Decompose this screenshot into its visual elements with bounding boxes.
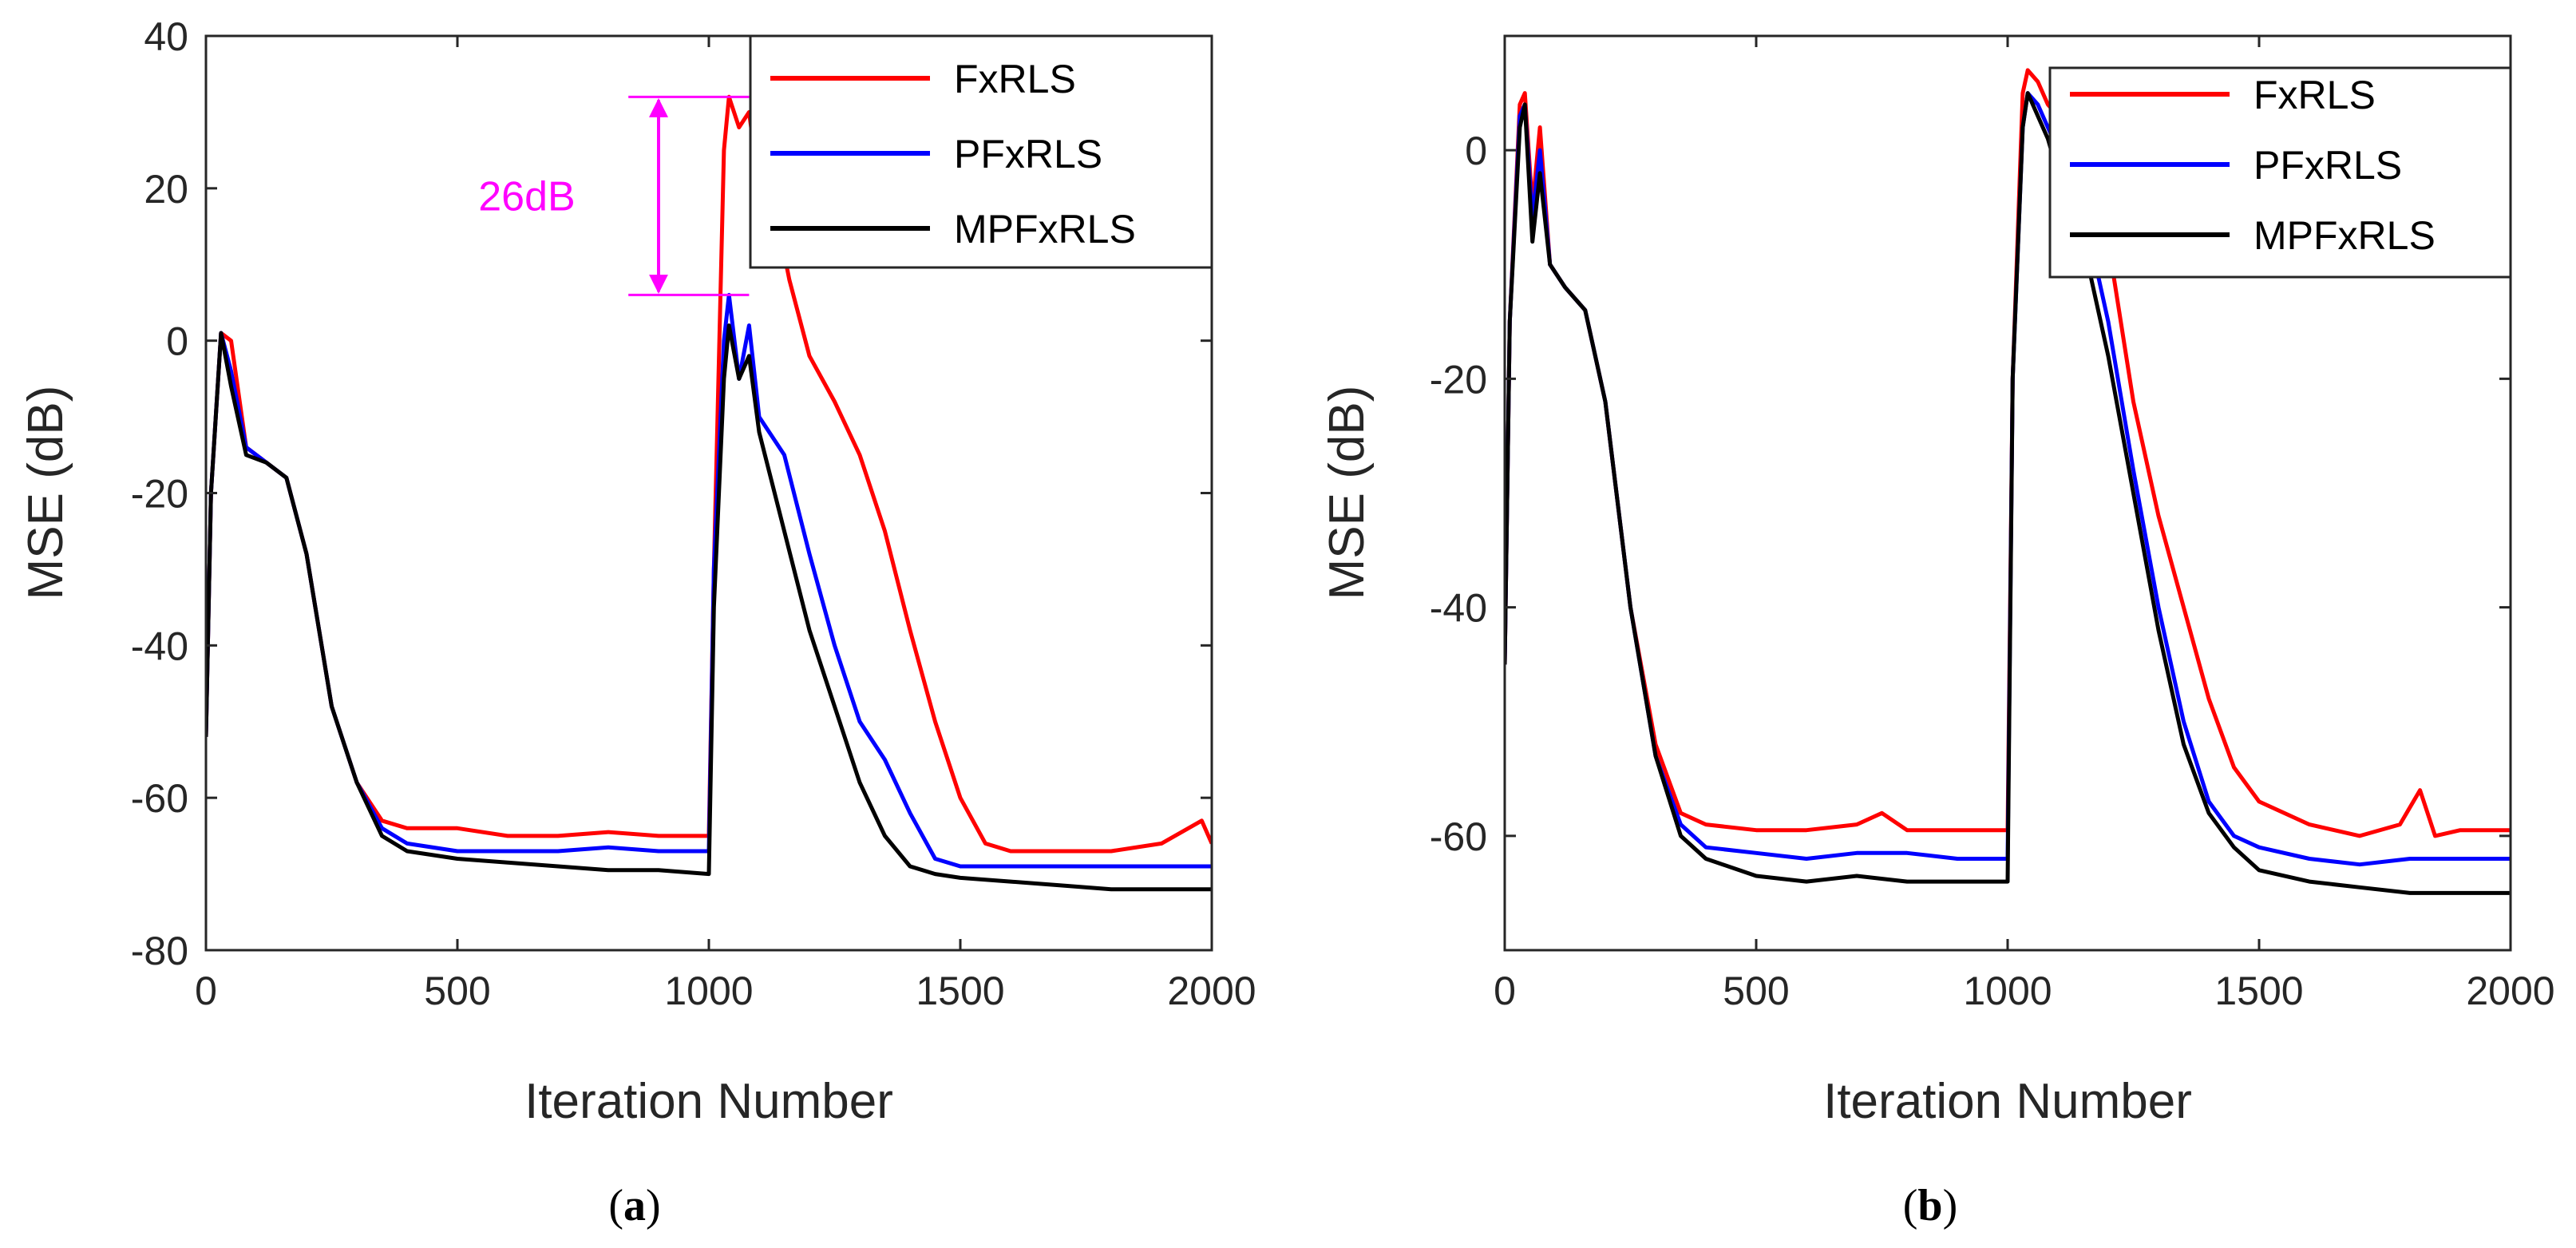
caption-b: (b): [1903, 1181, 1957, 1230]
legend-box-b: [2048, 66, 2512, 279]
x-tick-label: 500: [424, 969, 490, 1013]
legend-label-fxrls-b: FxRLS: [2254, 73, 2376, 117]
chart-panel-a: 0 500 1000 1500 2000 -80 -60 -40 -20 0 20 40 Iterat…: [18, 14, 1256, 1230]
y-tick-label: -60: [131, 776, 188, 821]
series-lines-b: [1505, 68, 2511, 895]
chart-panel-b: 0 500 1000 1500 2000 -60 -40 -20 0 Iteration Num…: [1320, 34, 2555, 1230]
y-tick-label: 0: [1465, 129, 1487, 173]
y-tick-label: -60: [1430, 814, 1487, 859]
x-tick-label: 0: [1494, 969, 1516, 1013]
legend-label-pfxrls-b: PFxRLS: [2254, 143, 2402, 188]
x-tick-label: 2000: [1167, 969, 1256, 1013]
legend-label-mpfxrls-b: MPFxRLS: [2254, 213, 2436, 258]
y-tick-label: -40: [131, 624, 188, 668]
series-line-mpfxrls-a: [206, 323, 1212, 892]
y-tick-label: -20: [1430, 357, 1487, 402]
y-tick-label: 40: [144, 14, 188, 59]
legend-label-pfxrls-a: PFxRLS: [954, 132, 1102, 176]
y-tick-label: 0: [166, 319, 188, 364]
y-axis-label-b: MSE (dB): [1320, 386, 1375, 600]
legend-a: FxRLS PFxRLS MPFxRLS: [749, 34, 1213, 269]
x-tick-label: 0: [195, 969, 217, 1013]
annotation-26db: 26dB: [478, 95, 750, 296]
y-tick-label: -20: [131, 472, 188, 517]
x-tick-label: 2000: [2466, 969, 2554, 1013]
x-tick-label: 1000: [664, 969, 753, 1013]
x-tick-label: 1500: [916, 969, 1004, 1013]
x-tick-label: 1000: [1963, 969, 2052, 1013]
ticks-a: 0 500 1000 1500 2000 -80 -60 -40 -20 0 20 40: [131, 14, 1256, 1013]
legend-label-mpfxrls-a: MPFxRLS: [954, 207, 1136, 252]
y-tick-label: -40: [1430, 586, 1487, 631]
series-line-mpfxrls-b: [1505, 91, 2511, 895]
y-tick-label: 20: [144, 167, 188, 212]
y-tick-label: -80: [131, 929, 188, 973]
series-lines-a: [206, 94, 1212, 892]
caption-a: (a): [608, 1181, 660, 1230]
ticks-b: 0 500 1000 1500 2000 -60 -40 -20 0: [1430, 36, 2555, 1013]
x-axis-label-a: Iteration Number: [524, 1074, 893, 1129]
annotation-text: 26dB: [478, 173, 575, 220]
x-axis-label-b: Iteration Number: [1823, 1074, 2192, 1129]
x-tick-label: 500: [1723, 969, 1789, 1013]
x-tick-label: 1500: [2214, 969, 2303, 1013]
legend-b: FxRLS PFxRLS MPFxRLS: [2048, 66, 2512, 279]
y-axis-label-a: MSE (dB): [18, 386, 73, 600]
legend-label-fxrls-a: FxRLS: [954, 57, 1076, 101]
